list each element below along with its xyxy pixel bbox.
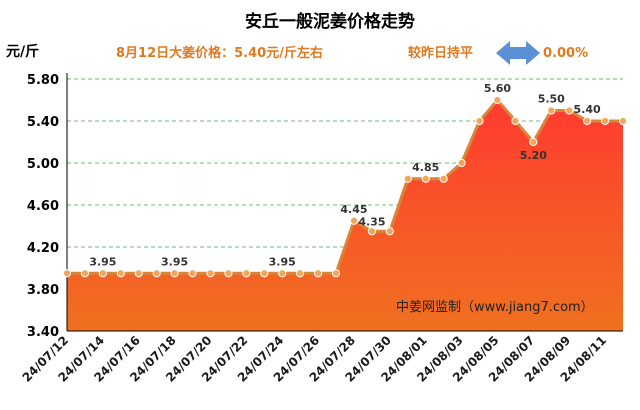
data-point — [600, 116, 610, 126]
data-label: 5.20 — [520, 149, 547, 162]
data-point — [421, 174, 430, 183]
data-point — [493, 95, 502, 105]
data-point — [313, 269, 323, 278]
left-right-arrow-icon — [496, 41, 540, 65]
data-label: 3.95 — [89, 255, 116, 268]
data-point — [331, 269, 341, 278]
data-point — [242, 269, 251, 278]
y-axis-unit: 元/斤 — [6, 43, 39, 60]
data-point — [80, 269, 90, 278]
data-point — [134, 269, 143, 278]
y-tick-label: 5.40 — [27, 115, 59, 130]
data-point — [385, 227, 394, 236]
data-point — [206, 269, 215, 278]
y-tick-labels: 3.40 3.80 4.20 4.60 5.00 5.40 5.80 — [27, 73, 59, 340]
data-label: 5.40 — [574, 103, 601, 116]
data-label: 4.85 — [412, 161, 439, 174]
data-point — [403, 174, 412, 183]
chart-title: 安丘一般泥姜价格走势 — [245, 11, 415, 32]
data-point — [278, 269, 287, 278]
data-labels: 3.95 3.95 3.95 4.454.35 4.85 5.60 5.20 5.50 5.40 — [89, 82, 601, 268]
data-label: 5.60 — [484, 82, 511, 95]
data-label: 3.95 — [269, 255, 296, 268]
data-point — [224, 269, 233, 278]
data-point — [188, 269, 197, 278]
axes — [66, 73, 623, 332]
data-point — [475, 116, 484, 126]
y-tick-label: 3.40 — [27, 325, 59, 340]
y-tick-label: 3.80 — [27, 283, 59, 298]
data-label: 4.45 — [340, 203, 367, 216]
data-point — [511, 116, 520, 126]
y-tick-label: 5.80 — [27, 73, 59, 88]
data-point — [116, 269, 125, 278]
data-label: 4.35 — [358, 215, 385, 228]
data-point — [98, 269, 107, 278]
data-point — [547, 106, 556, 115]
data-point — [529, 137, 538, 147]
watermark: 中姜网监制（www.jiang7.com） — [396, 300, 594, 315]
data-point — [439, 174, 448, 183]
data-point — [170, 269, 179, 278]
change-label: 较昨日持平 — [408, 45, 473, 61]
data-point — [367, 227, 377, 236]
y-tick-label: 5.00 — [27, 157, 59, 172]
x-tick-labels: 24/07/1224/07/1424/07/1624/07/1824/07/20… — [20, 333, 610, 385]
data-point — [583, 116, 592, 126]
data-point — [152, 269, 161, 278]
data-point — [457, 158, 466, 168]
data-markers — [62, 95, 628, 278]
data-point — [565, 106, 574, 115]
data-point — [62, 269, 72, 278]
data-point — [296, 269, 305, 278]
y-tick-label: 4.20 — [27, 241, 59, 256]
price-note: 8月12日大姜价格：5.40元/斤左右 — [116, 45, 323, 61]
data-label: 5.50 — [538, 93, 565, 106]
change-value: 0.00% — [543, 46, 588, 61]
data-label: 3.95 — [161, 255, 188, 268]
y-tick-label: 4.60 — [27, 199, 59, 214]
data-point — [349, 216, 359, 225]
data-point — [260, 269, 269, 278]
data-point — [618, 116, 628, 126]
